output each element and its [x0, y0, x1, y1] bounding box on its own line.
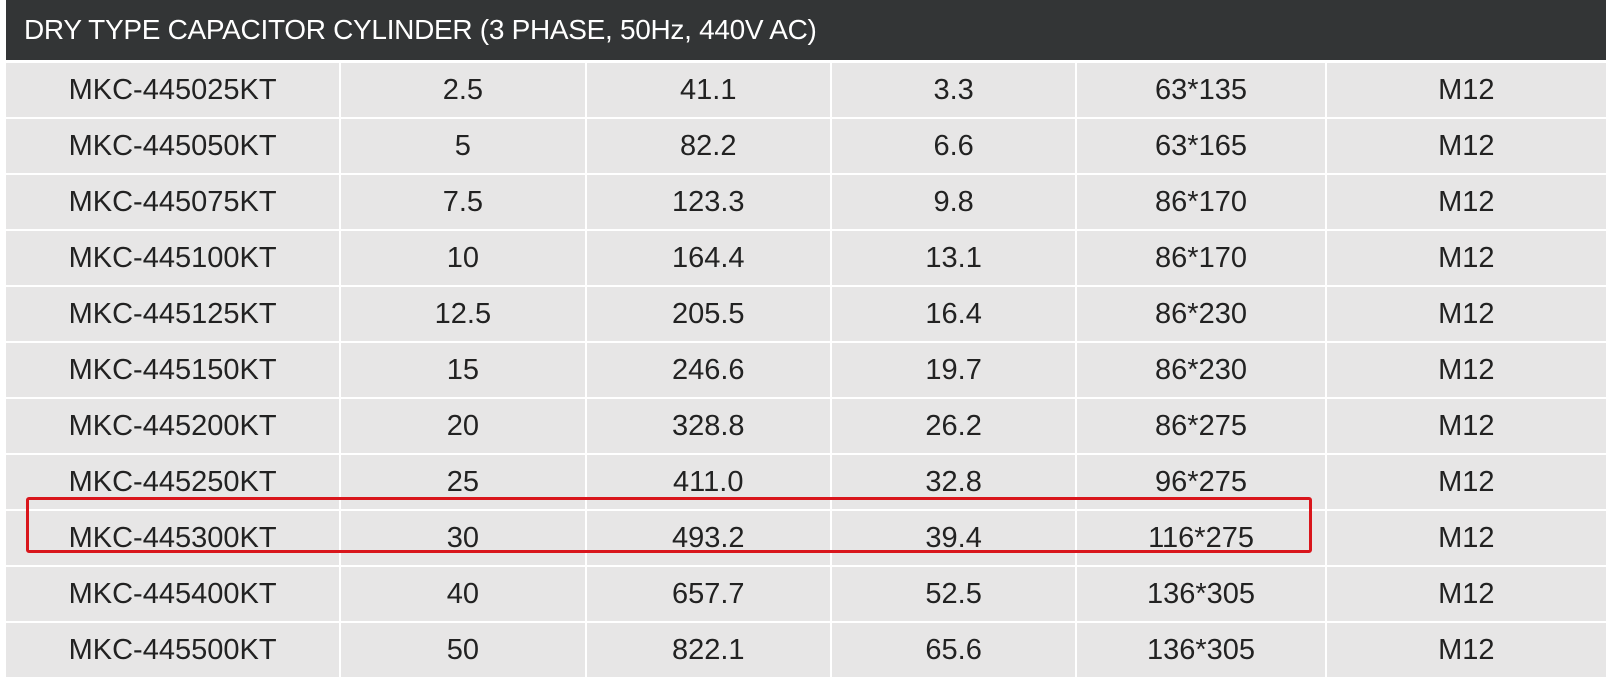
- model-cell: MKC-445150KT: [6, 343, 340, 397]
- table-body: MKC-445025KT 2.5 41.1 3.3 63*135 M12 MKC…: [6, 63, 1606, 679]
- dimension-cell: 86*275: [1077, 399, 1325, 453]
- terminal-cell: M12: [1326, 567, 1606, 621]
- current-cell: 65.6: [831, 623, 1076, 677]
- terminal-cell: M12: [1326, 343, 1606, 397]
- kvar-cell: 10: [341, 231, 585, 285]
- current-cell: 26.2: [831, 399, 1076, 453]
- dimension-cell: 63*135: [1077, 63, 1325, 117]
- table-row: MKC-445075KT 7.5 123.3 9.8 86*170 M12: [6, 175, 1606, 229]
- terminal-cell: M12: [1326, 287, 1606, 341]
- capacitance-cell: 246.6: [586, 343, 830, 397]
- kvar-cell: 2.5: [341, 63, 585, 117]
- capacitance-cell: 41.1: [586, 63, 830, 117]
- kvar-cell: 30: [341, 511, 585, 565]
- terminal-cell: M12: [1326, 175, 1606, 229]
- terminal-cell: M12: [1326, 63, 1606, 117]
- terminal-cell: M12: [1326, 119, 1606, 173]
- capacitance-cell: 493.2: [586, 511, 830, 565]
- capacitance-cell: 328.8: [586, 399, 830, 453]
- dimension-cell: 96*275: [1077, 455, 1325, 509]
- kvar-cell: 5: [341, 119, 585, 173]
- terminal-cell: M12: [1326, 399, 1606, 453]
- table-row: MKC-445125KT 12.5 205.5 16.4 86*230 M12: [6, 287, 1606, 341]
- table-row: MKC-445200KT 20 328.8 26.2 86*275 M12: [6, 399, 1606, 453]
- capacitance-cell: 205.5: [586, 287, 830, 341]
- dimension-cell: 116*275: [1077, 511, 1325, 565]
- dimension-cell: 86*170: [1077, 231, 1325, 285]
- terminal-cell: M12: [1326, 231, 1606, 285]
- model-cell: MKC-445300KT: [6, 511, 340, 565]
- table-row: MKC-445025KT 2.5 41.1 3.3 63*135 M12: [6, 63, 1606, 117]
- current-cell: 19.7: [831, 343, 1076, 397]
- capacitance-cell: 123.3: [586, 175, 830, 229]
- model-cell: MKC-445400KT: [6, 567, 340, 621]
- current-cell: 52.5: [831, 567, 1076, 621]
- current-cell: 9.8: [831, 175, 1076, 229]
- kvar-cell: 15: [341, 343, 585, 397]
- capacitance-cell: 411.0: [586, 455, 830, 509]
- model-cell: MKC-445100KT: [6, 231, 340, 285]
- current-cell: 32.8: [831, 455, 1076, 509]
- model-cell: MKC-445075KT: [6, 175, 340, 229]
- kvar-cell: 12.5: [341, 287, 585, 341]
- capacitance-cell: 164.4: [586, 231, 830, 285]
- dimension-cell: 136*305: [1077, 567, 1325, 621]
- table-title: DRY TYPE CAPACITOR CYLINDER (3 PHASE, 50…: [6, 0, 1606, 60]
- table-row: MKC-445150KT 15 246.6 19.7 86*230 M12: [6, 343, 1606, 397]
- model-cell: MKC-445125KT: [6, 287, 340, 341]
- current-cell: 13.1: [831, 231, 1076, 285]
- current-cell: 16.4: [831, 287, 1076, 341]
- current-cell: 6.6: [831, 119, 1076, 173]
- table-row: MKC-445500KT 50 822.1 65.6 136*305 M12: [6, 623, 1606, 677]
- dimension-cell: 63*165: [1077, 119, 1325, 173]
- kvar-cell: 40: [341, 567, 585, 621]
- model-cell: MKC-445050KT: [6, 119, 340, 173]
- table-row: MKC-445400KT 40 657.7 52.5 136*305 M12: [6, 567, 1606, 621]
- capacitance-cell: 82.2: [586, 119, 830, 173]
- model-cell: MKC-445200KT: [6, 399, 340, 453]
- model-cell: MKC-445025KT: [6, 63, 340, 117]
- terminal-cell: M12: [1326, 623, 1606, 677]
- capacitance-cell: 822.1: [586, 623, 830, 677]
- dimension-cell: 136*305: [1077, 623, 1325, 677]
- capacitance-cell: 657.7: [586, 567, 830, 621]
- model-cell: MKC-445250KT: [6, 455, 340, 509]
- table-row: MKC-445050KT 5 82.2 6.6 63*165 M12: [6, 119, 1606, 173]
- current-cell: 3.3: [831, 63, 1076, 117]
- dimension-cell: 86*230: [1077, 287, 1325, 341]
- kvar-cell: 7.5: [341, 175, 585, 229]
- dimension-cell: 86*230: [1077, 343, 1325, 397]
- dimension-cell: 86*170: [1077, 175, 1325, 229]
- table-row: MKC-445100KT 10 164.4 13.1 86*170 M12: [6, 231, 1606, 285]
- model-cell: MKC-445500KT: [6, 623, 340, 677]
- table-row: MKC-445250KT 25 411.0 32.8 96*275 M12: [6, 455, 1606, 509]
- terminal-cell: M12: [1326, 455, 1606, 509]
- terminal-cell: M12: [1326, 511, 1606, 565]
- current-cell: 39.4: [831, 511, 1076, 565]
- kvar-cell: 50: [341, 623, 585, 677]
- kvar-cell: 25: [341, 455, 585, 509]
- kvar-cell: 20: [341, 399, 585, 453]
- table-row-highlighted: MKC-445300KT 30 493.2 39.4 116*275 M12: [6, 511, 1606, 565]
